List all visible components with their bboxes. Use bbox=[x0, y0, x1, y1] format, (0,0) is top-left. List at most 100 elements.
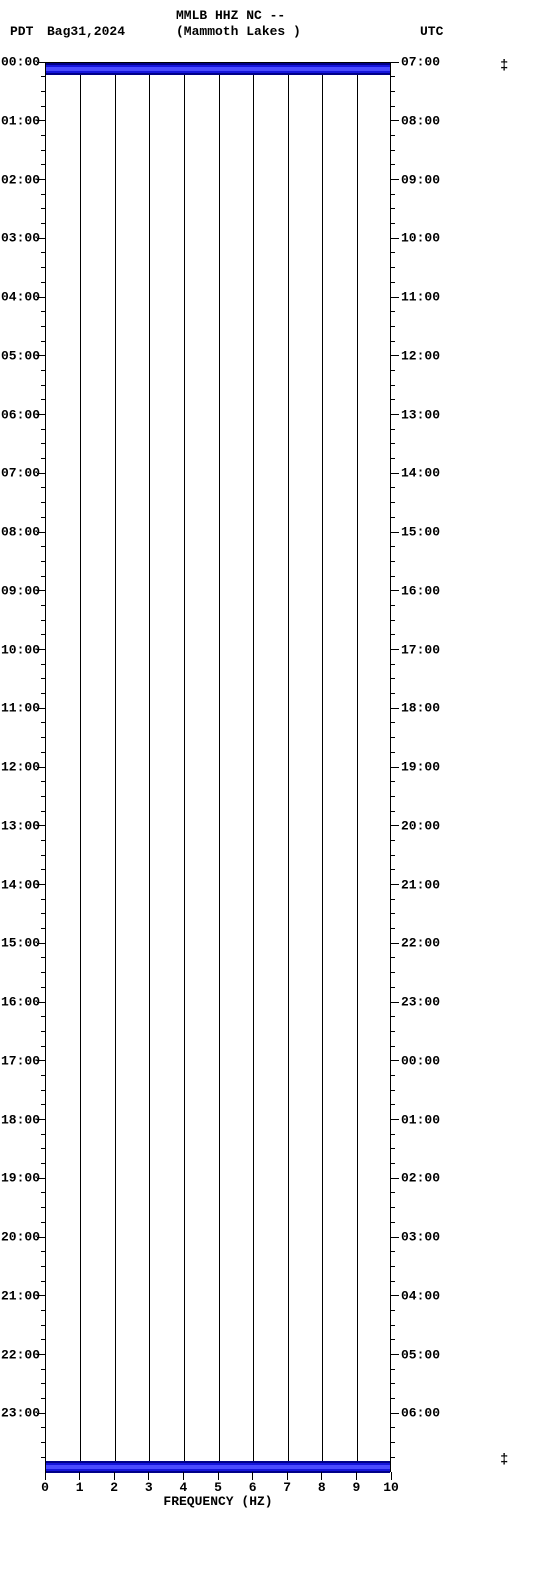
y-label-right: 19:00 bbox=[401, 760, 440, 775]
y-minor-tick-right bbox=[391, 1339, 395, 1340]
y-tick-right bbox=[391, 238, 399, 239]
y-minor-tick-left bbox=[41, 899, 45, 900]
y-minor-tick-left bbox=[41, 1281, 45, 1282]
y-minor-tick-right bbox=[391, 693, 395, 694]
y-minor-tick-left bbox=[41, 605, 45, 606]
y-minor-tick-left bbox=[41, 385, 45, 386]
y-minor-tick-left bbox=[41, 135, 45, 136]
y-minor-tick-right bbox=[391, 1148, 395, 1149]
y-tick-right bbox=[391, 179, 399, 180]
y-minor-tick-right bbox=[391, 106, 395, 107]
y-label-right: 15:00 bbox=[401, 525, 440, 540]
y-minor-tick-left bbox=[41, 1398, 45, 1399]
y-minor-tick-left bbox=[41, 267, 45, 268]
y-minor-tick-right bbox=[391, 605, 395, 606]
y-tick-right bbox=[391, 943, 399, 944]
y-label-left: 17:00 bbox=[1, 1053, 36, 1068]
x-tick-label: 3 bbox=[145, 1480, 153, 1495]
y-minor-tick-right bbox=[391, 458, 395, 459]
y-minor-tick-right bbox=[391, 1281, 395, 1282]
y-label-left: 03:00 bbox=[1, 231, 36, 246]
y-tick-right bbox=[391, 532, 399, 533]
y-minor-tick-left bbox=[41, 194, 45, 195]
x-tick-label: 1 bbox=[76, 1480, 84, 1495]
y-minor-tick-right bbox=[391, 252, 395, 253]
y-minor-tick-left bbox=[41, 1383, 45, 1384]
y-minor-tick-left bbox=[41, 223, 45, 224]
y-minor-tick-left bbox=[41, 972, 45, 973]
y-label-right: 21:00 bbox=[401, 877, 440, 892]
y-minor-tick-left bbox=[41, 487, 45, 488]
y-minor-tick-right bbox=[391, 399, 395, 400]
y-minor-tick-left bbox=[41, 664, 45, 665]
y-minor-tick-right bbox=[391, 957, 395, 958]
station-line-1: MMLB HHZ NC -- bbox=[176, 8, 285, 23]
grid-vertical bbox=[115, 63, 116, 1471]
x-tick-label: 8 bbox=[318, 1480, 326, 1495]
y-label-right: 03:00 bbox=[401, 1230, 440, 1245]
y-minor-tick-left bbox=[41, 458, 45, 459]
y-minor-tick-right bbox=[391, 546, 395, 547]
y-minor-tick-right bbox=[391, 194, 395, 195]
y-label-left: 11:00 bbox=[1, 701, 36, 716]
y-minor-tick-right bbox=[391, 208, 395, 209]
y-minor-tick-right bbox=[391, 811, 395, 812]
y-label-right: 02:00 bbox=[401, 1171, 440, 1186]
y-minor-tick-left bbox=[41, 781, 45, 782]
y-tick-right bbox=[391, 1060, 399, 1061]
y-tick-right bbox=[391, 1354, 399, 1355]
y-minor-tick-right bbox=[391, 722, 395, 723]
y-minor-tick-left bbox=[41, 752, 45, 753]
y-minor-tick-left bbox=[41, 443, 45, 444]
y-minor-tick-right bbox=[391, 502, 395, 503]
y-minor-tick-right bbox=[391, 1427, 395, 1428]
y-label-right: 23:00 bbox=[401, 995, 440, 1010]
y-minor-tick-right bbox=[391, 1163, 395, 1164]
y-minor-tick-left bbox=[41, 1442, 45, 1443]
y-minor-tick-right bbox=[391, 1016, 395, 1017]
y-minor-tick-left bbox=[41, 517, 45, 518]
y-tick-right bbox=[391, 473, 399, 474]
y-label-left: 04:00 bbox=[1, 290, 36, 305]
y-tick-right bbox=[391, 1295, 399, 1296]
y-minor-tick-left bbox=[41, 811, 45, 812]
y-minor-tick-left bbox=[41, 634, 45, 635]
y-minor-tick-right bbox=[391, 781, 395, 782]
y-minor-tick-left bbox=[41, 1339, 45, 1340]
event-mark-bottom-icon: ‡ bbox=[500, 1452, 508, 1468]
y-tick-right bbox=[391, 120, 399, 121]
y-minor-tick-left bbox=[41, 252, 45, 253]
x-axis-title: FREQUENCY (HZ) bbox=[163, 1494, 272, 1509]
y-label-left: 21:00 bbox=[1, 1288, 36, 1303]
y-minor-tick-right bbox=[391, 840, 395, 841]
y-minor-tick-right bbox=[391, 1383, 395, 1384]
x-tick bbox=[183, 1472, 184, 1480]
y-label-right: 12:00 bbox=[401, 348, 440, 363]
x-tick bbox=[79, 1472, 80, 1480]
y-minor-tick-left bbox=[41, 855, 45, 856]
y-minor-tick-right bbox=[391, 1046, 395, 1047]
y-minor-tick-left bbox=[41, 429, 45, 430]
y-minor-tick-right bbox=[391, 135, 395, 136]
y-minor-tick-left bbox=[41, 399, 45, 400]
y-minor-tick-right bbox=[391, 91, 395, 92]
spectrogram-plot bbox=[45, 62, 391, 1472]
x-tick-label: 5 bbox=[214, 1480, 222, 1495]
y-tick-right bbox=[391, 825, 399, 826]
grid-vertical bbox=[322, 63, 323, 1471]
y-minor-tick-right bbox=[391, 311, 395, 312]
y-label-right: 20:00 bbox=[401, 818, 440, 833]
y-tick-right bbox=[391, 1237, 399, 1238]
y-minor-tick-left bbox=[41, 957, 45, 958]
y-minor-tick-left bbox=[41, 1016, 45, 1017]
y-minor-tick-right bbox=[391, 1134, 395, 1135]
y-label-left: 06:00 bbox=[1, 407, 36, 422]
y-minor-tick-left bbox=[41, 1325, 45, 1326]
y-minor-tick-right bbox=[391, 972, 395, 973]
y-label-right: 22:00 bbox=[401, 936, 440, 951]
y-minor-tick-left bbox=[41, 678, 45, 679]
y-label-left: 09:00 bbox=[1, 583, 36, 598]
y-minor-tick-left bbox=[41, 1427, 45, 1428]
y-minor-tick-left bbox=[41, 1369, 45, 1370]
x-tick bbox=[148, 1472, 149, 1480]
